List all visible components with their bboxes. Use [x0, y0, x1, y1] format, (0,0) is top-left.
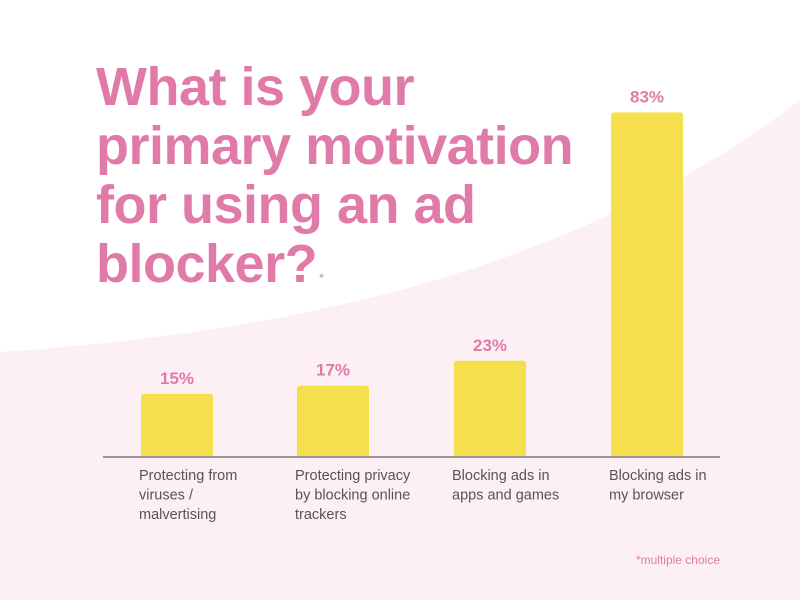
- title-footnote-marker: *: [319, 271, 324, 285]
- category-label: Blocking ads in my browser: [609, 468, 707, 504]
- bar: [611, 112, 683, 456]
- data-label: 23%: [473, 336, 507, 355]
- category-label: Protecting from viruses / malvertising: [139, 468, 237, 523]
- footnote: *multiple choice: [635, 553, 720, 567]
- bar: [454, 360, 526, 456]
- bar: [297, 385, 369, 456]
- data-label: 17%: [316, 361, 350, 380]
- chart-title-text: What is your primary motivation for usin…: [96, 57, 574, 294]
- data-label: 83%: [630, 87, 664, 106]
- category-label: Blocking ads in apps and games: [452, 468, 559, 504]
- chart-title: What is your primary motivation for usin…: [96, 58, 596, 294]
- bar: [141, 393, 213, 456]
- category-label: Protecting privacy by blocking online trac…: [295, 468, 411, 523]
- data-label: 15%: [160, 369, 194, 388]
